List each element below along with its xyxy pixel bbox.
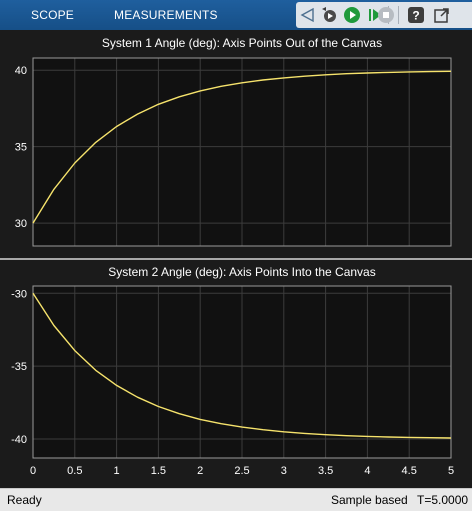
y-tick-label: -40 bbox=[11, 434, 27, 446]
tab-measurements[interactable]: MEASUREMENTS bbox=[114, 8, 218, 22]
x-tick-label: 0 bbox=[30, 465, 36, 477]
axes-frame bbox=[32, 285, 452, 459]
y-tick-label: 30 bbox=[15, 218, 27, 230]
toolstrip: SCOPE MEASUREMENTS bbox=[0, 0, 472, 30]
x-tick-label: 3 bbox=[281, 465, 287, 477]
plot-panel-1: System 1 Angle (deg): Axis Points Out of… bbox=[15, 36, 452, 247]
tab-scope[interactable]: SCOPE bbox=[31, 8, 75, 22]
series-line bbox=[32, 70, 452, 224]
axes-frame bbox=[32, 57, 452, 247]
status-bar: Ready Sample based T=5.0000 bbox=[0, 488, 472, 511]
stop-icon[interactable] bbox=[376, 5, 396, 25]
plot-title: System 2 Angle (deg): Axis Points Into t… bbox=[108, 265, 375, 279]
x-tick-label: 5 bbox=[448, 465, 454, 477]
series-line bbox=[32, 292, 452, 439]
step-forward-icon[interactable] bbox=[365, 5, 385, 25]
x-tick-label: 1 bbox=[114, 465, 120, 477]
x-tick-label: 0.5 bbox=[67, 465, 82, 477]
x-tick-label: 2.5 bbox=[234, 465, 249, 477]
help-icon[interactable]: ? bbox=[406, 5, 426, 25]
y-tick-label: -35 bbox=[11, 361, 27, 373]
plot-panel-2: System 2 Angle (deg): Axis Points Into t… bbox=[11, 265, 454, 477]
undock-icon[interactable] bbox=[432, 5, 452, 25]
x-tick-label: 4 bbox=[364, 465, 370, 477]
scope-display: System 1 Angle (deg): Axis Points Out of… bbox=[0, 30, 472, 488]
y-tick-label: 40 bbox=[15, 65, 27, 77]
x-tick-label: 3.5 bbox=[318, 465, 333, 477]
x-tick-label: 4.5 bbox=[402, 465, 417, 477]
status-ready: Ready bbox=[7, 493, 42, 507]
x-tick-label: 2 bbox=[197, 465, 203, 477]
svg-text:?: ? bbox=[412, 9, 419, 23]
window-controls: ? bbox=[378, 2, 472, 28]
run-icon[interactable] bbox=[342, 5, 362, 25]
step-back-icon[interactable] bbox=[319, 5, 339, 25]
status-time: T=5.0000 bbox=[417, 493, 469, 507]
toolbar-separator bbox=[398, 6, 399, 24]
y-tick-label: -30 bbox=[11, 288, 27, 300]
status-mode: Sample based bbox=[331, 493, 408, 507]
scope-plots: System 1 Angle (deg): Axis Points Out of… bbox=[0, 30, 472, 488]
plot-title: System 1 Angle (deg): Axis Points Out of… bbox=[102, 36, 382, 50]
navigate-back-icon[interactable] bbox=[297, 5, 317, 25]
y-tick-label: 35 bbox=[15, 142, 27, 154]
x-tick-label: 1.5 bbox=[151, 465, 166, 477]
